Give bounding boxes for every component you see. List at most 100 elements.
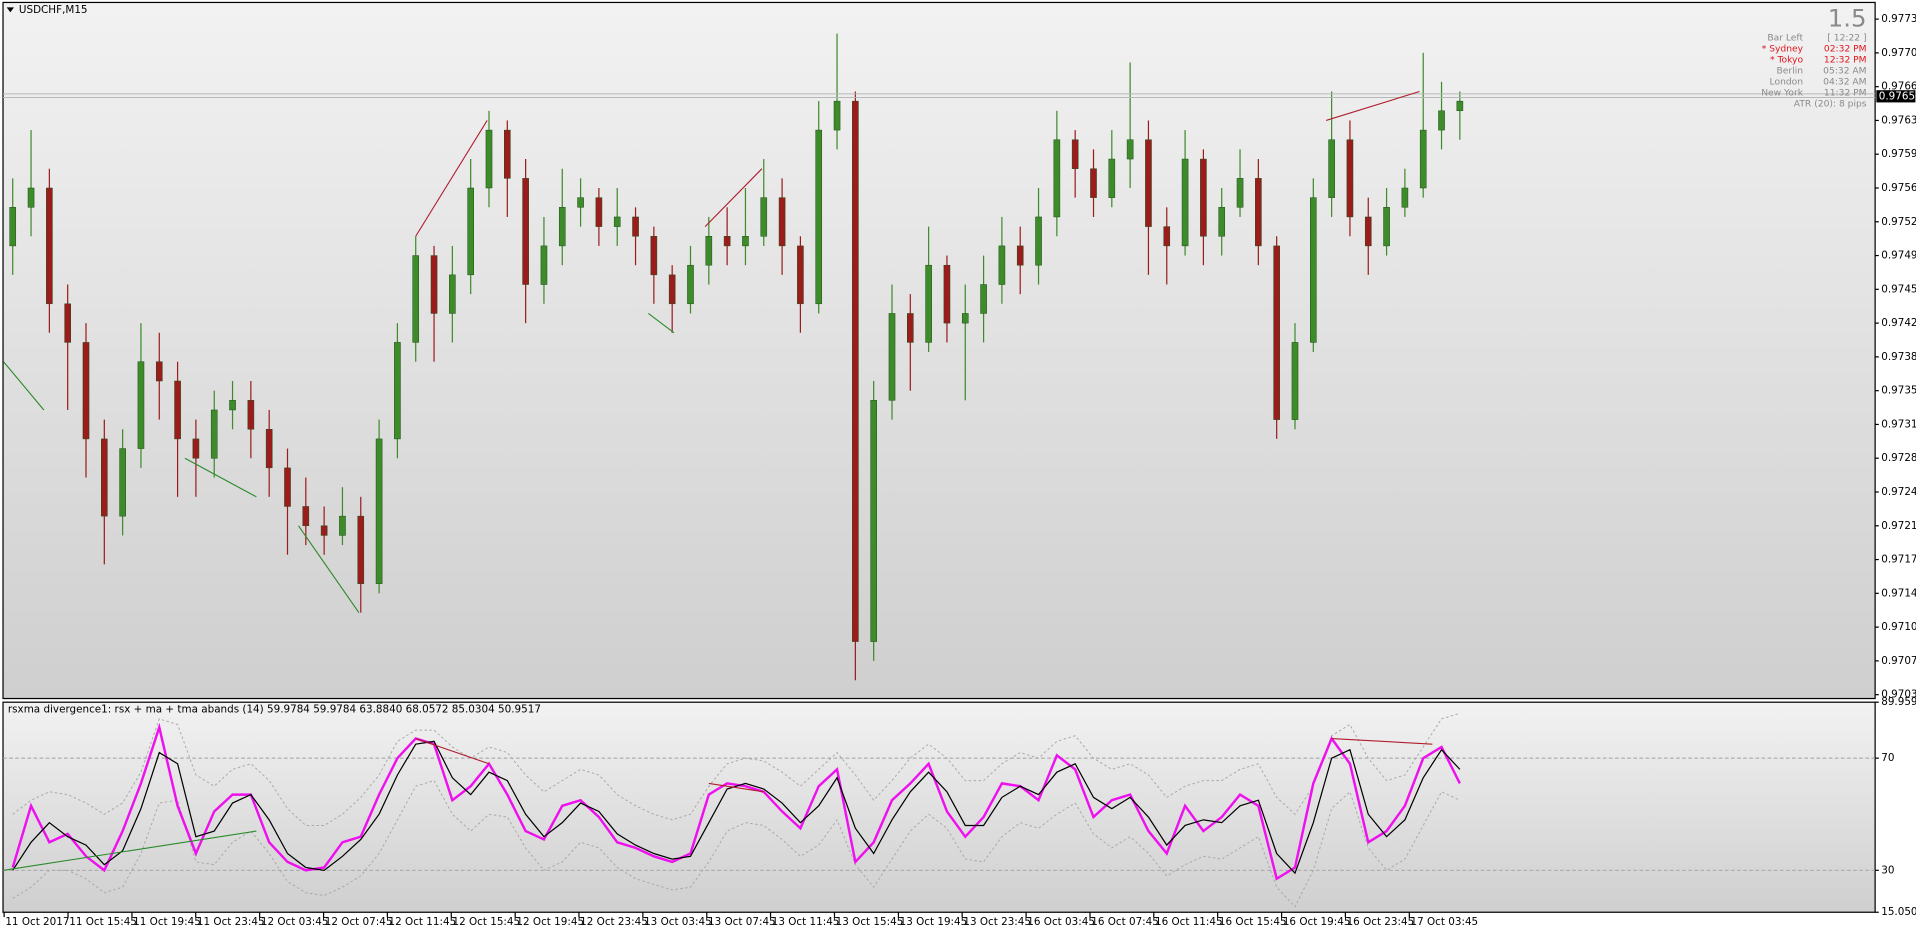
candle-body: [27, 187, 35, 208]
divergence-line: [3, 361, 45, 411]
y-tick-label: 0.97210: [1881, 520, 1916, 532]
divergence-line: [708, 782, 764, 793]
x-tick-label: 11 Oct 19:45: [133, 916, 201, 928]
collapse-icon[interactable]: [6, 7, 15, 13]
info-value: 05:32 AM: [1823, 66, 1866, 76]
candle-body: [1346, 139, 1354, 218]
x-tick-label: 13 Oct 19:45: [900, 916, 968, 928]
info-label: London: [1770, 77, 1804, 87]
candle-body: [1145, 139, 1152, 227]
candle-body: [943, 264, 951, 324]
candle-body: [723, 236, 731, 247]
candle-body: [760, 197, 768, 237]
candle-body: [302, 506, 310, 527]
candle-body: [9, 207, 17, 247]
indicator-line: [12, 740, 1461, 875]
y-tick-label: 0.97070: [1881, 655, 1916, 667]
candle-body: [1200, 158, 1207, 237]
divergence-line: [1325, 90, 1420, 121]
y-tick-label: 0.97490: [1881, 250, 1916, 262]
candle-body: [778, 197, 786, 247]
atr-label: ATR (20): 8 pips: [1794, 99, 1867, 109]
candle-body: [1310, 197, 1317, 343]
x-tick-label: 13 Oct 23:45: [963, 916, 1031, 928]
indicator-line: [12, 712, 1460, 826]
candle-body: [467, 187, 474, 276]
x-tick-label: 11 Oct 2017: [5, 916, 69, 928]
candle-body: [64, 303, 71, 343]
x-tick-label: 12 Oct 23:45: [580, 916, 648, 928]
x-tick-label: 13 Oct 07:45: [708, 916, 776, 928]
y-tick-label: 70: [1881, 752, 1894, 764]
x-tick-label: 12 Oct 03:45: [261, 916, 329, 928]
candle-body: [1090, 168, 1097, 198]
y-tick-label: 0.97560: [1881, 182, 1916, 194]
candle-body: [1401, 187, 1409, 208]
x-tick-label: 12 Oct 19:45: [516, 916, 584, 928]
main-pane: [2, 1, 1876, 700]
divergence-line: [1331, 737, 1433, 745]
y-tick-label: 0.97735: [1881, 13, 1916, 25]
candle-body: [247, 400, 255, 430]
info-value: 04:32 AM: [1823, 77, 1866, 87]
symbol-title: USDCHF,M15: [19, 4, 88, 16]
candle-body: [668, 274, 676, 305]
y-tick-label: 0.97350: [1881, 385, 1916, 397]
indicator-line: [11, 722, 1461, 881]
divergence-line: [704, 168, 763, 227]
y-tick-label: 0.97385: [1881, 351, 1916, 363]
candle-body: [815, 129, 823, 305]
candle-body: [1255, 178, 1262, 247]
candle-body: [1053, 139, 1061, 218]
candle-body: [577, 197, 584, 208]
candle-body: [1291, 342, 1299, 420]
candle-body: [907, 313, 914, 343]
candle-body: [412, 255, 420, 343]
candle-body: [375, 438, 383, 584]
candle-body: [155, 361, 163, 382]
candle-body: [558, 207, 566, 247]
candle-body: [1071, 139, 1079, 169]
info-label: Berlin: [1777, 66, 1804, 76]
candle-body: [705, 236, 713, 266]
indicator-pane: [2, 701, 1876, 913]
candle-body: [82, 342, 90, 440]
price-label-box: [1876, 90, 1916, 103]
y-tick-label: 0.97105: [1881, 621, 1916, 633]
candle-body: [1108, 158, 1116, 198]
y-tick-label: 89.9595: [1881, 696, 1916, 708]
divergence-line: [415, 738, 490, 765]
candle-body: [119, 448, 126, 517]
candle-body: [210, 409, 218, 459]
x-tick-label: 16 Oct 03:45: [1027, 916, 1095, 928]
x-tick-label: 16 Oct 15:45: [1219, 916, 1287, 928]
info-label: Bar Left: [1767, 33, 1803, 43]
y-tick-label: 0.97455: [1881, 283, 1916, 295]
candle-body: [1181, 158, 1189, 247]
y-tick-label: 0.97595: [1881, 148, 1916, 160]
info-label: * Tokyo: [1770, 55, 1803, 65]
y-tick-label: 0.97140: [1881, 587, 1916, 599]
candle-body: [687, 264, 694, 305]
info-value: 11:32 PM: [1824, 88, 1867, 98]
candle-body: [1163, 226, 1171, 247]
y-tick-label: 30: [1881, 864, 1894, 876]
candle-body: [46, 187, 53, 305]
candle-body: [192, 438, 200, 459]
x-tick-label: 16 Oct 19:45: [1283, 916, 1351, 928]
candle-body: [1035, 216, 1042, 266]
candle-body: [522, 178, 529, 285]
candle-body: [1419, 129, 1427, 189]
candle-body: [504, 129, 511, 179]
candle-body: [394, 342, 401, 440]
price-label: 0.97655: [1879, 90, 1916, 102]
candle-body: [1383, 207, 1390, 247]
candle-body: [1236, 178, 1244, 208]
x-tick-label: 16 Oct 07:45: [1091, 916, 1159, 928]
candle-body: [742, 236, 749, 247]
candle-body: [797, 245, 804, 305]
candle-body: [1328, 139, 1335, 198]
candle-body: [357, 515, 365, 584]
